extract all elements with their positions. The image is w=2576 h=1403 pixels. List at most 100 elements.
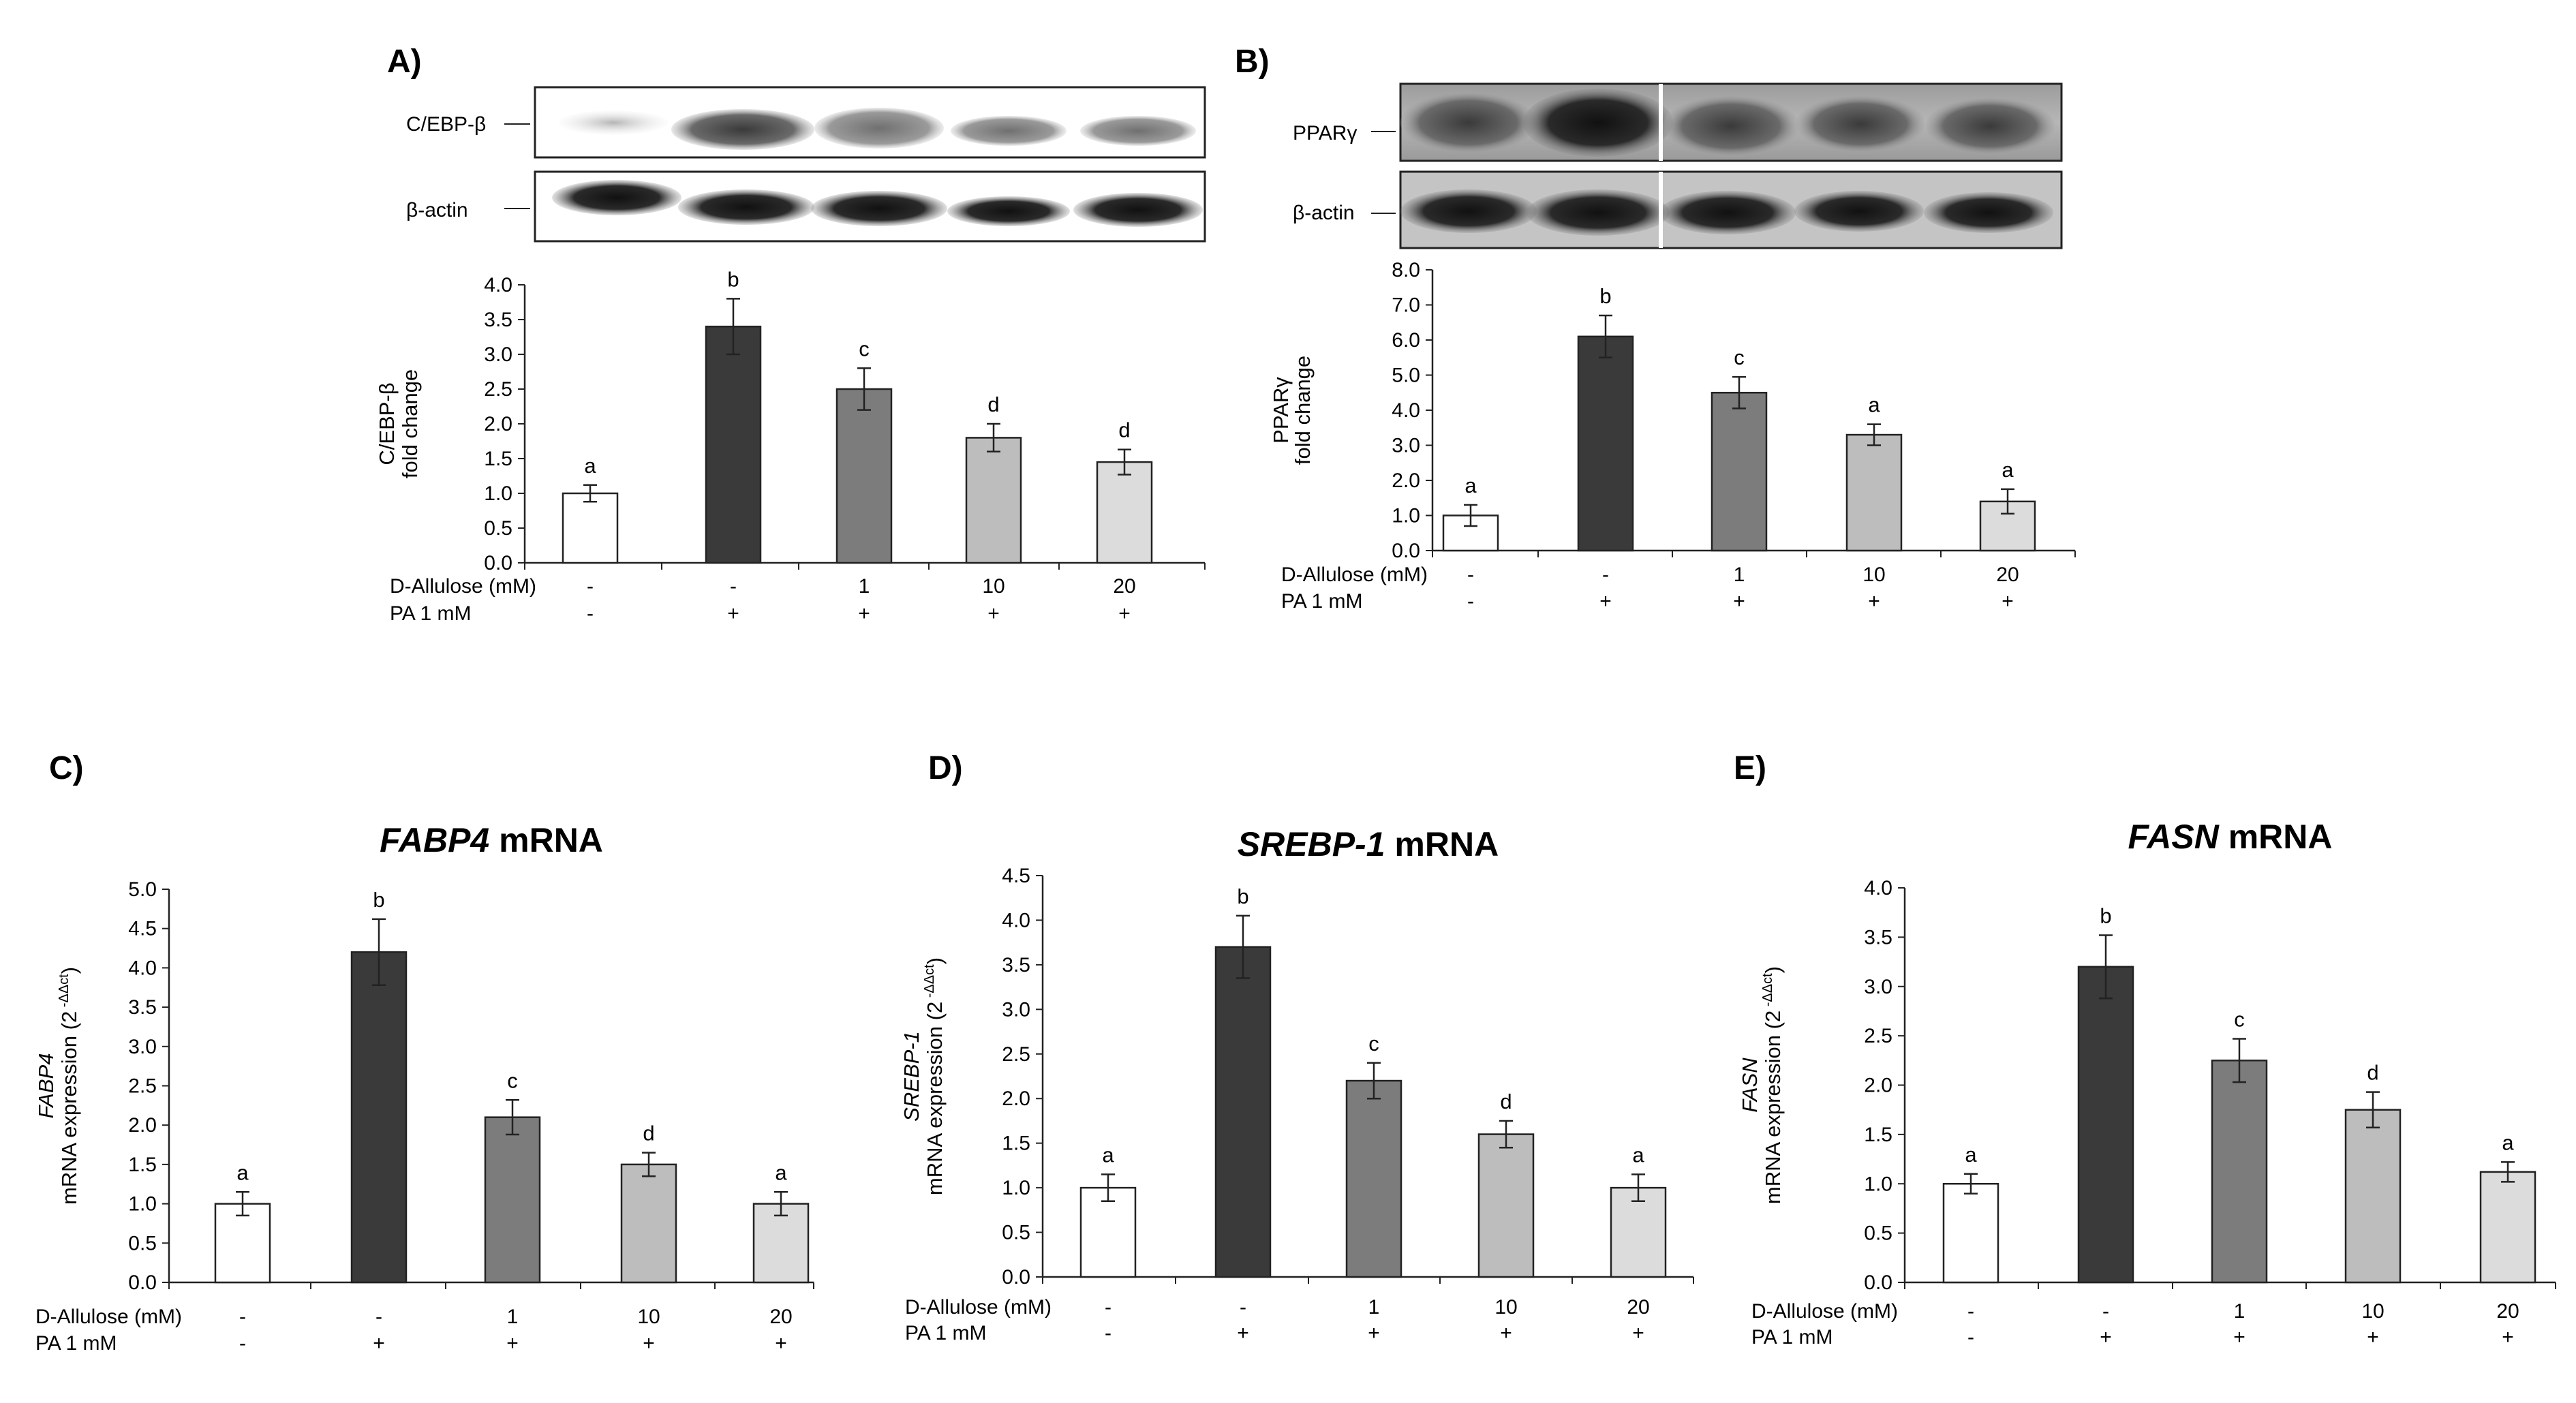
y-tick-label: 3.5 bbox=[484, 309, 512, 331]
panel-label-a: A) bbox=[387, 44, 422, 80]
significance-letter: a bbox=[1102, 1143, 1114, 1167]
error-bar bbox=[236, 1191, 249, 1217]
pa-value-label: + bbox=[2367, 1326, 2379, 1348]
blot-a-loading-label: β-actin bbox=[406, 199, 468, 221]
allulose-value-label: 1 bbox=[1734, 564, 1745, 586]
significance-letter: c bbox=[859, 337, 870, 360]
y-tick-label: 3.0 bbox=[128, 1036, 157, 1058]
allulose-value-label: - bbox=[1240, 1296, 1246, 1319]
bar bbox=[1577, 335, 1634, 552]
pa-value-label: + bbox=[643, 1332, 655, 1355]
significance-letter: a bbox=[1868, 393, 1880, 417]
bar bbox=[1845, 433, 1903, 552]
y-axis-ticks: 0.0 0.5 1.0 1.5 2.0 2.5 3.0 3.5 4.0 4.5 bbox=[1002, 865, 1043, 1289]
significance-letter: a bbox=[1965, 1143, 1977, 1167]
pa-value-label: + bbox=[506, 1332, 519, 1355]
significance-letter: b bbox=[727, 267, 739, 291]
y-tick-label: 0.0 bbox=[128, 1271, 157, 1294]
error-bar bbox=[1631, 1173, 1645, 1202]
significance-letter: d bbox=[1500, 1090, 1512, 1113]
significance-letter: c bbox=[1734, 345, 1745, 369]
significance-letter: d bbox=[987, 392, 999, 416]
pa-value-label: - bbox=[587, 602, 594, 625]
y-axis-label-line1: FASN bbox=[1738, 1058, 1762, 1113]
y-tick-label: 1.5 bbox=[1864, 1124, 1892, 1146]
y-axis-label-line2: fold change bbox=[398, 369, 422, 478]
y-tick-label: 1.0 bbox=[1392, 505, 1420, 527]
chart-title: SREBP-1 mRNA bbox=[1238, 825, 1499, 863]
pa-row-label: PA 1 mM bbox=[905, 1322, 986, 1344]
pa-value-label: - bbox=[239, 1332, 246, 1355]
allulose-row-label: D-Allulose (mM) bbox=[905, 1296, 1052, 1319]
chart-title: FABP4 mRNA bbox=[380, 821, 603, 859]
y-tick-label: 2.0 bbox=[1864, 1075, 1892, 1097]
y-tick-label: 4.0 bbox=[128, 957, 157, 979]
allulose-row-label: D-Allulose (mM) bbox=[35, 1306, 182, 1328]
panel-label-b: B) bbox=[1235, 44, 1270, 80]
error-bar bbox=[1964, 1173, 1978, 1194]
allulose-value-label: - bbox=[1602, 564, 1609, 586]
y-tick-label: 3.5 bbox=[1864, 926, 1892, 949]
y-tick-label: 2.0 bbox=[1392, 469, 1420, 492]
blot-panel-a: A) C/EBP-β β-actin bbox=[387, 44, 1206, 243]
pa-value-label: - bbox=[1105, 1322, 1111, 1344]
bar bbox=[1477, 1133, 1535, 1278]
y-tick-label: 3.0 bbox=[1002, 998, 1030, 1021]
significance-letter: d bbox=[2367, 1061, 2378, 1085]
allulose-value-label: 20 bbox=[1627, 1296, 1649, 1319]
y-tick-label: 6.0 bbox=[1392, 329, 1420, 352]
bar bbox=[752, 1203, 810, 1284]
significance-letter: d bbox=[643, 1122, 654, 1145]
significance-letter: c bbox=[1368, 1032, 1379, 1055]
allulose-value-label: - bbox=[375, 1306, 382, 1328]
bar bbox=[2077, 966, 2134, 1284]
allulose-row-label: D-Allulose (mM) bbox=[1281, 564, 1428, 586]
blot-b-protein-label: PPARγ bbox=[1293, 122, 1357, 144]
allulose-value-label: - bbox=[2102, 1300, 2109, 1323]
allulose-value-label: 10 bbox=[982, 575, 1005, 598]
error-bar bbox=[2366, 1091, 2380, 1128]
y-tick-label: 4.0 bbox=[1864, 877, 1892, 899]
error-bar bbox=[1101, 1173, 1115, 1202]
y-tick-label: 3.0 bbox=[484, 343, 512, 366]
y-tick-label: 3.0 bbox=[1864, 976, 1892, 998]
blot-a-protein-label: C/EBP-β bbox=[406, 113, 486, 136]
allulose-value-label: 10 bbox=[637, 1306, 660, 1328]
pa-row-label: PA 1 mM bbox=[390, 602, 471, 625]
error-bar bbox=[2001, 488, 2014, 515]
error-bar bbox=[1118, 448, 1131, 476]
y-tick-label: 3.5 bbox=[1002, 954, 1030, 976]
bar bbox=[2344, 1109, 2402, 1284]
allulose-value-label: 20 bbox=[2496, 1300, 2519, 1323]
chart-title: FASN mRNA bbox=[2128, 818, 2332, 856]
error-bar bbox=[1499, 1120, 1513, 1149]
y-tick-label: 8.0 bbox=[1392, 259, 1420, 281]
y-axis-label-line1: SREBP-1 bbox=[900, 1031, 923, 1122]
pa-value-label: + bbox=[1237, 1322, 1249, 1344]
y-axis-label-line2: mRNA expression (2 -ΔΔct) bbox=[57, 967, 81, 1205]
pa-value-label: + bbox=[1500, 1322, 1512, 1344]
y-tick-label: 3.5 bbox=[128, 996, 157, 1019]
error-bar bbox=[987, 422, 1000, 453]
bar bbox=[1942, 1183, 1999, 1284]
blot-panel-b: B) PPARγ β-actin bbox=[1235, 44, 2063, 249]
y-axis-ticks: 0.0 0.5 1.0 1.5 2.0 2.5 3.0 3.5 4.0 bbox=[484, 274, 525, 574]
y-axis-ticks: 0.0 0.5 1.0 1.5 2.0 2.5 3.0 3.5 4.0 bbox=[1864, 877, 1905, 1294]
bar bbox=[2479, 1171, 2536, 1284]
y-tick-label: 2.5 bbox=[128, 1075, 157, 1098]
bar bbox=[214, 1203, 271, 1284]
y-axis-label-line2: fold change bbox=[1291, 356, 1315, 465]
bar bbox=[965, 437, 1022, 564]
y-tick-label: 1.5 bbox=[1002, 1132, 1030, 1155]
pa-value-label: + bbox=[1368, 1322, 1380, 1344]
error-bar bbox=[642, 1152, 656, 1177]
allulose-value-label: 1 bbox=[507, 1306, 519, 1328]
error-bar bbox=[726, 298, 740, 356]
significance-letter: a bbox=[2002, 458, 2014, 482]
allulose-value-label: 1 bbox=[859, 575, 870, 598]
allulose-value-label: - bbox=[730, 575, 737, 598]
pa-value-label: + bbox=[775, 1332, 787, 1355]
bar bbox=[484, 1116, 541, 1284]
allulose-value-label: 10 bbox=[1862, 564, 1885, 586]
